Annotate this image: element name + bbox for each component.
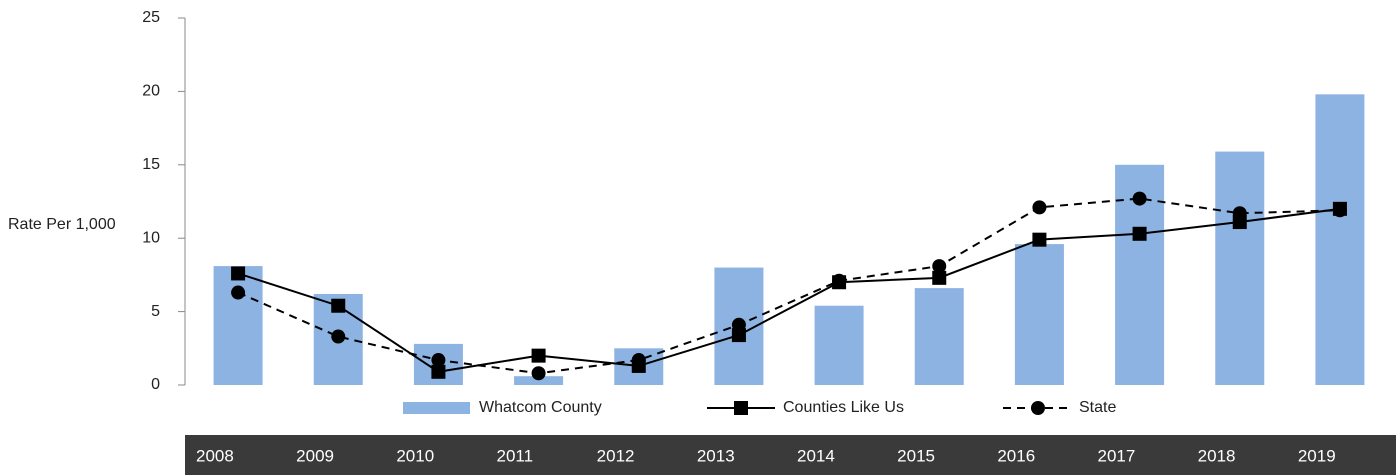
x-tick-label: 2016 [997,446,1035,465]
x-tick-label: 2015 [897,446,935,465]
y-tick-label: 10 [142,229,160,246]
line-marker [832,273,847,288]
bar [1315,94,1365,385]
line-marker [631,353,646,368]
bar [814,305,864,385]
line-marker [1332,203,1347,218]
line-marker [331,329,346,344]
y-tick-label: 5 [151,303,160,320]
line-marker [932,270,947,285]
y-axis-label: Rate Per 1,000 [8,216,116,233]
bar [1215,151,1265,385]
bar [914,288,964,385]
y-tick-label: 25 [142,9,160,26]
legend-label: Whatcom County [479,399,602,416]
line-marker [1132,191,1147,206]
y-tick-label: 15 [142,156,160,173]
line-marker [1032,200,1047,215]
x-tick-label: 2018 [1198,446,1236,465]
x-tick-label: 2008 [196,446,234,465]
line-marker [231,285,246,300]
bar [514,376,564,385]
x-tick-label: 2009 [296,446,334,465]
line-marker [932,259,947,274]
line-marker [231,266,246,281]
x-tick-label: 2017 [1098,446,1136,465]
x-tick-label: 2019 [1298,446,1336,465]
line-marker [1032,232,1047,247]
x-tick-label: 2014 [797,446,835,465]
line-marker [731,328,746,343]
legend-marker [1031,401,1045,415]
line-series [237,207,1341,373]
line-marker [431,353,446,368]
line-marker [331,298,346,313]
y-tick-label: 0 [151,376,160,393]
legend-label: State [1079,399,1116,416]
category-strip [185,435,1396,475]
line-marker [431,364,446,379]
line-marker [531,348,546,363]
y-tick-label: 20 [142,83,160,100]
x-tick-label: 2013 [697,446,735,465]
line-marker [531,366,546,381]
x-tick-label: 2012 [597,446,635,465]
line-marker [1232,206,1247,221]
legend-swatch [403,402,470,414]
line-marker [731,317,746,332]
x-tick-label: 2010 [396,446,434,465]
bar [213,266,263,385]
x-tick-label: 2011 [497,446,534,465]
line-marker [1132,226,1147,241]
line-series [237,197,1340,375]
legend-label: Counties Like Us [783,399,904,416]
bar [1014,244,1064,385]
legend-marker [734,401,748,415]
